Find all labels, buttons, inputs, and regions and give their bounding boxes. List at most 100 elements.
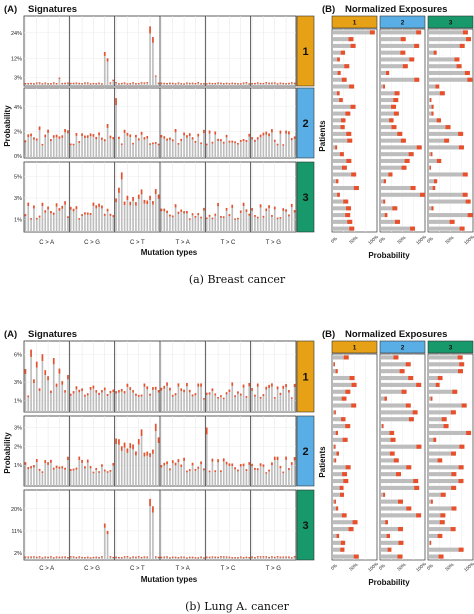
exposure-bar-error [416,444,422,449]
signature-bar-error [24,83,27,85]
signature-1-panel: 6%3%1%1 [14,340,315,413]
signature-bar-error [67,130,69,134]
signature-bar [217,82,219,86]
signature-bar [200,556,202,560]
signature-bar-error [171,460,174,464]
signature-1-panel: 24%12%3%1 [11,15,315,87]
signature-bar [115,198,117,232]
signature-bar-error [35,82,38,84]
exposure-bar-error [393,98,399,103]
exposure-bar [381,77,419,82]
signature-bar [234,395,236,412]
exposure-bar [381,64,407,69]
signature-bar-error [273,139,276,142]
signature-bar [137,439,140,486]
signature-bar [24,214,27,232]
signature-bar [171,139,174,158]
signature-bar [197,213,200,232]
signature-bar [259,204,262,232]
signature-bar [86,459,89,486]
signature-bar [41,143,44,158]
signature-bar-error [78,141,81,143]
signature-bar [27,202,30,232]
exposure-bar [333,527,353,532]
exposure-x-tick-label: 100% [415,234,427,245]
signature-bar [290,462,293,486]
exposure-bar [429,30,467,35]
signature-bar [166,461,168,486]
signature-bar-error [33,205,35,209]
signature-bar-error [75,467,78,470]
signature-bar-error [92,471,95,474]
signature-bar [149,195,151,232]
exposure-column-1: 10% 50% 100% [330,340,379,572]
signature-bar [245,396,248,412]
signature-bar-error [268,469,270,472]
exposure-bar-error [464,70,470,76]
exposure-bar [333,417,345,422]
signature-bar [228,389,231,412]
exposure-bar [333,389,350,394]
signature-bar [106,208,109,232]
signature-bar [262,82,265,86]
signature-bar [211,458,214,486]
signature-bar-error [237,557,239,559]
signature-bar-error [268,82,270,84]
signature-bar [101,464,103,486]
signature-bar [126,195,129,232]
exposure-bar [333,91,339,96]
signature-bar [169,214,171,232]
signature-bar [191,394,194,412]
signature-bar-error [98,82,100,84]
exposure-bar-error [416,513,422,518]
signature-bar-error [61,556,64,558]
signature-bar [273,82,276,86]
signature-bar [285,130,287,158]
exposure-bar [333,478,348,484]
signature-bar-error [254,557,256,559]
signature-bar-error [92,556,95,559]
signature-bar [115,391,117,412]
signature-bar [126,556,129,560]
signature-bar [149,26,151,86]
signature-bar-error [245,469,248,471]
y-tick-label: 20% [11,507,22,513]
exposure-column-1: 10% 50% 100% [330,15,379,245]
signature-bar-error [191,394,194,397]
exposure-bar [333,499,335,504]
exposure-bar [333,424,350,429]
signature-bar-error [273,397,276,399]
exposure-bar [381,172,392,177]
signature-bar [95,467,98,486]
signature-bar [30,82,32,86]
signature-bar-error [30,218,32,220]
signature-bar-error [98,203,100,207]
signature-bar-error [288,214,290,217]
exposure-bar [381,226,415,231]
exposure-bar-error [383,492,386,497]
signature-bar [242,139,245,158]
signature-bar [101,205,103,232]
signature-bar-error [276,556,279,558]
signature-bar [245,556,248,560]
exposure-bar-error [387,547,392,552]
signature-bar [293,136,296,158]
signature-bar [225,207,228,232]
signature-bar-error [231,557,234,559]
signature-bar-error [72,468,75,471]
y-tick-label: 1% [14,217,22,223]
signature-bar-error [86,556,89,558]
exposure-bar-error [419,192,425,197]
signature-bar [50,211,52,232]
exposure-bar [429,396,432,401]
exposure-bar [381,37,405,42]
signature-bar-error [129,443,132,449]
exposure-bar [381,131,402,136]
exposure-bar [381,485,419,490]
signature-bar-error [24,140,27,143]
exposures-ylabel: Patients [318,446,327,478]
signature-bar-error [92,385,95,389]
signature-bar-error [132,556,134,558]
signature-bar [112,136,115,158]
signature-bar [279,392,282,412]
